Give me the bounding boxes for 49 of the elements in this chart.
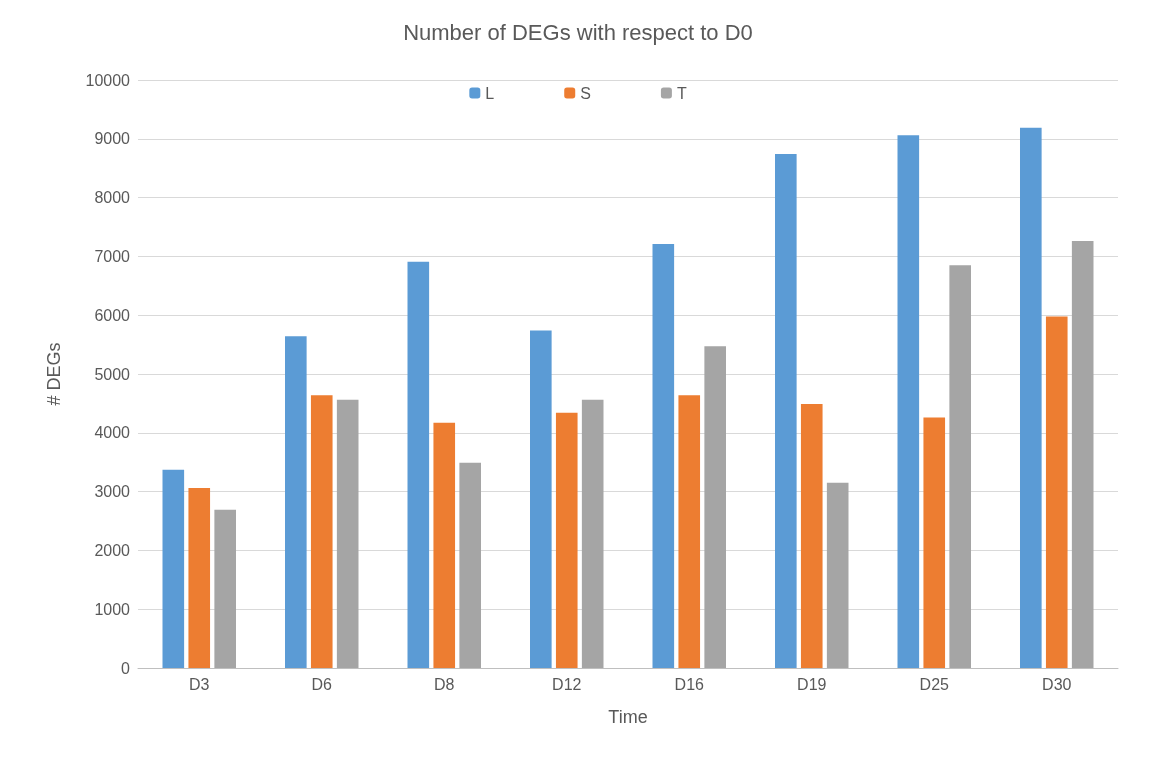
legend-label: S [580,84,591,102]
bar [285,336,307,668]
bar [336,399,359,668]
bar [678,395,701,668]
bar [214,509,236,668]
bar [923,417,946,668]
bar [826,482,849,668]
x-tick-label: D8 [434,675,455,693]
y-axis-title: # DEGs [44,342,64,406]
bar [704,346,726,668]
x-tick-label: D19 [797,675,827,693]
y-tick-label: 3000 [94,483,131,501]
bar [162,469,185,668]
bar [188,488,211,668]
bar [407,261,430,668]
bar [1045,316,1068,668]
bar [1020,127,1042,668]
x-tick-label: D25 [919,675,950,693]
y-tick-label: 8000 [94,189,131,207]
x-tick-label: D6 [311,675,333,693]
legend-label: L [485,84,495,102]
bar [310,395,333,668]
y-tick-label: 6000 [94,306,131,324]
bar [800,403,823,668]
y-tick-label: 7000 [94,247,131,265]
y-tick-label: 10000 [85,71,131,89]
bar [459,462,481,668]
bar [581,399,604,668]
legend-label: T [676,84,687,102]
bar [1071,241,1094,668]
bar [949,265,971,668]
x-tick-label: D30 [1042,675,1072,693]
bar [433,422,456,668]
x-tick-label: D16 [674,675,705,693]
bar [897,135,920,668]
y-tick-label: 2000 [94,541,131,559]
x-tick-label: D3 [189,675,210,693]
bar [652,244,675,668]
bar [555,412,578,668]
bar [775,154,797,668]
x-axis-title: Time [608,707,648,727]
y-tick-label: 1000 [94,600,131,618]
chart-title: Number of DEGs with respect to D0 [403,19,753,45]
y-tick-label: 5000 [94,365,131,383]
y-tick-label: 0 [121,659,131,677]
bar [530,330,552,668]
y-tick-label: 9000 [94,130,131,148]
y-tick-label: 4000 [94,424,131,442]
x-tick-label: D12 [552,675,582,693]
